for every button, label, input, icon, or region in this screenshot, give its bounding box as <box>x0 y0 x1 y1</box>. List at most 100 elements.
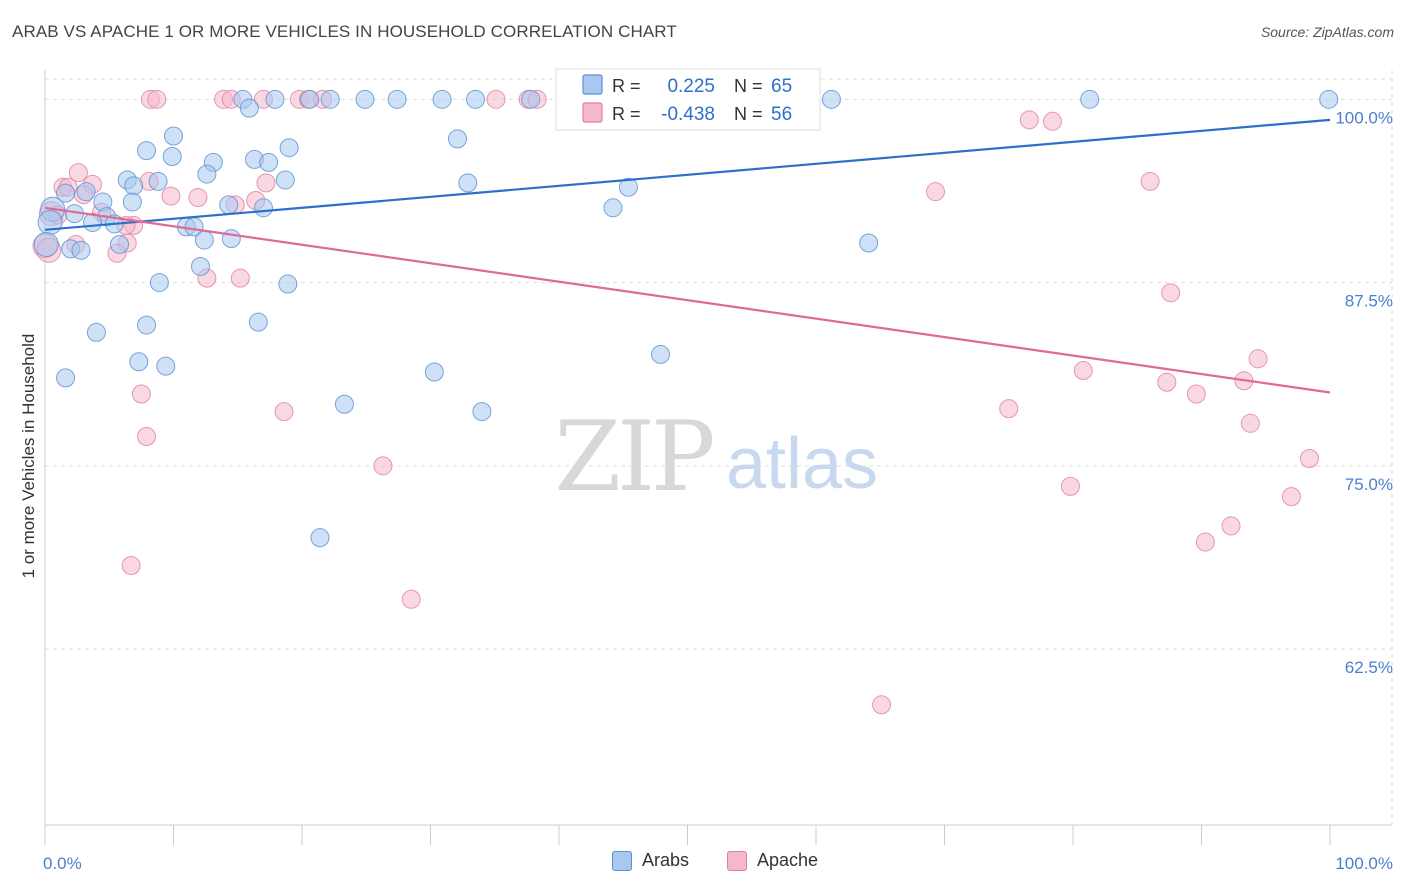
arabs-point-18 <box>279 138 299 158</box>
legend-r-value-arabs: 0.225 <box>667 76 715 97</box>
arabs-point-64 <box>472 402 492 422</box>
apache-point-36 <box>926 182 946 202</box>
arabs-point-11 <box>821 89 841 109</box>
apache-point-39 <box>1248 349 1268 369</box>
legend-box: R = 0.225 N = 65 R = -0.438 N = 56 <box>555 68 821 131</box>
arabs-point-1 <box>265 89 285 109</box>
arabs-point-34 <box>219 195 239 215</box>
apache-point-1 <box>147 89 167 109</box>
y-tick-labels: 62.5% 75.0% 87.5% 100.0% <box>1335 108 1393 677</box>
apache-point-21 <box>188 188 208 208</box>
arabs-point-48 <box>110 234 130 254</box>
arabs-point-24 <box>275 170 295 190</box>
arabs-point-16 <box>447 129 467 149</box>
y-tick-label-2: 87.5% <box>1345 292 1393 311</box>
y-tick-label-3: 100.0% <box>1335 108 1393 127</box>
apache-point-45 <box>274 402 294 422</box>
apache-point-47 <box>137 427 157 447</box>
apache-point-53 <box>1221 516 1241 536</box>
arabs-trend-line <box>44 118 1331 231</box>
apache-point-43 <box>1186 384 1206 404</box>
arabs-point-62 <box>651 344 671 364</box>
arabs-point-31 <box>56 183 76 203</box>
apache-point-12 <box>1042 111 1062 131</box>
apache-trend-line <box>44 206 1331 394</box>
apache-point-38 <box>1161 283 1181 303</box>
arabs-point-26 <box>148 171 168 191</box>
legend-r-label-arabs: R = <box>612 76 641 96</box>
axes <box>44 70 1392 845</box>
arabs-point-60 <box>56 368 76 388</box>
apache-point-57 <box>872 695 892 715</box>
x-tick-label-0: 0.0% <box>43 854 82 873</box>
x-tick-label-1: 100.0% <box>1335 854 1393 873</box>
arabs-point-55 <box>86 322 106 342</box>
watermark-atlas: atlas <box>726 424 878 504</box>
apache-point-55 <box>401 589 421 609</box>
arabs-point-19 <box>162 146 182 166</box>
trend-lines <box>44 118 1331 394</box>
legend-item-apache[interactable]: Apache <box>727 850 818 871</box>
arabs-point-65 <box>310 528 330 548</box>
apache-point-52 <box>1281 487 1301 507</box>
apache-point-41 <box>1157 372 1177 392</box>
arabs-point-33 <box>122 192 142 212</box>
arabs-point-58 <box>129 352 149 372</box>
arabs-point-51 <box>859 233 879 253</box>
legend-swatch-arabs-bottom <box>612 850 632 871</box>
arabs-point-63 <box>334 394 354 414</box>
arabs-point-15 <box>164 126 183 146</box>
grid-lines <box>45 70 1393 825</box>
arabs-point-30 <box>76 182 96 202</box>
legend-label-apache: Apache <box>757 850 819 870</box>
apache-point-46 <box>131 384 151 404</box>
legend-label-arabs: Arabs <box>642 850 690 870</box>
arabs-point-61 <box>424 362 444 382</box>
apache-point-54 <box>1195 532 1215 552</box>
arabs-point-22 <box>259 152 279 172</box>
arabs-point-7 <box>465 89 485 109</box>
y-tick-label-0: 62.5% <box>1345 658 1393 677</box>
arabs-point-4 <box>355 89 375 109</box>
x-tick-labels: 0.0% 100.0% <box>43 854 1393 873</box>
arabs-point-36 <box>603 198 623 218</box>
arabs-point-56 <box>137 315 157 335</box>
apache-point-20 <box>161 186 181 206</box>
apache-point-35 <box>230 268 250 288</box>
legend-swatch-apache-bottom <box>727 850 747 871</box>
apache-point-50 <box>1060 476 1080 496</box>
arabs-point-23 <box>197 164 217 184</box>
arabs-point-42 <box>37 209 63 235</box>
arabs-point-27 <box>458 173 478 193</box>
apache-point-13 <box>68 163 88 183</box>
y-tick-label-1: 75.0% <box>1345 475 1393 494</box>
legend-n-value-arabs: 65 <box>771 76 792 97</box>
apache-point-48 <box>1240 413 1260 433</box>
arabs-point-59 <box>156 356 176 376</box>
arabs-point-57 <box>248 312 268 332</box>
legend-n-label-arabs: N = <box>734 76 763 96</box>
arabs-point-35 <box>253 198 273 218</box>
apache-point-49 <box>373 456 393 476</box>
arabs-point-29 <box>124 176 144 196</box>
arabs-point-17 <box>137 141 157 161</box>
arabs-point-47 <box>33 231 59 257</box>
legend-item-arabs[interactable]: Arabs <box>612 850 689 871</box>
legend-swatch-arabs <box>582 74 603 95</box>
apache-point-40 <box>1073 361 1093 381</box>
apache-point-8 <box>486 89 506 109</box>
apache-point-18 <box>256 173 276 193</box>
arabs-point-5 <box>387 89 407 109</box>
legend-swatch-apache <box>582 102 603 123</box>
watermark-zip: ZIP <box>554 401 713 513</box>
apache-point-37 <box>1140 171 1160 191</box>
arabs-points <box>33 89 1339 548</box>
arabs-point-52 <box>190 256 210 276</box>
bottom-legend: Arabs Apache <box>0 850 1406 880</box>
arabs-point-8 <box>521 89 541 109</box>
arabs-point-45 <box>194 230 214 250</box>
source-label: Source: ZipAtlas.com <box>1260 24 1394 40</box>
legend-r-label-apache: R = <box>612 104 641 124</box>
arabs-point-28 <box>618 177 638 197</box>
